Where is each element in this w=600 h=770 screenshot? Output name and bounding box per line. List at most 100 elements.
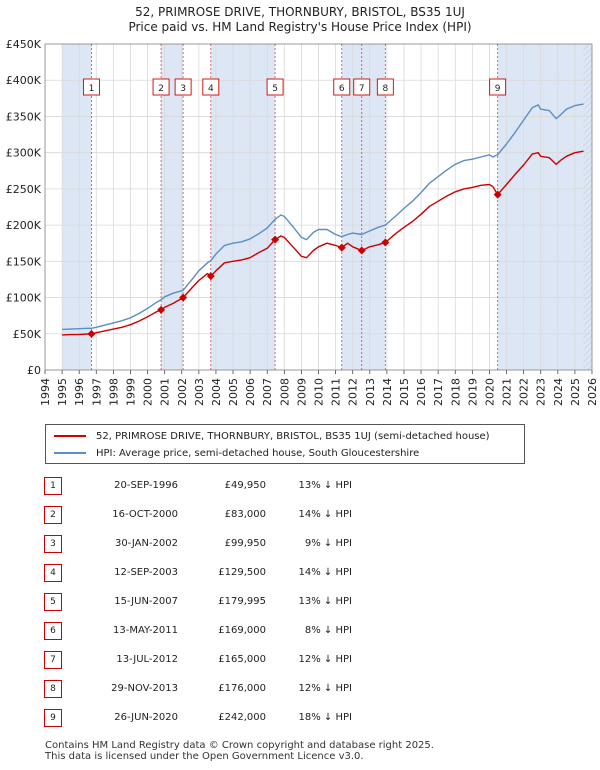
row-hpi-diff: 14% ↓ HPI xyxy=(298,509,352,520)
shaded-band xyxy=(210,44,276,370)
sale-point xyxy=(271,235,280,244)
sale-point xyxy=(206,272,215,281)
future-hatch xyxy=(583,59,593,69)
x-tick-label: 2010 xyxy=(313,378,326,406)
future-hatch xyxy=(583,311,593,321)
legend-item-property: 52, PRIMROSE DRIVE, THORNBURY, BRISTOL, … xyxy=(54,428,490,444)
x-tick-label: 1997 xyxy=(90,378,103,406)
plot-border xyxy=(44,43,593,371)
row-price: £242,000 xyxy=(218,712,266,723)
legend-swatch-property xyxy=(54,435,86,437)
row-date: 30-JAN-2002 xyxy=(114,538,178,549)
x-tick-label: 2000 xyxy=(142,378,155,406)
future-hatch xyxy=(583,113,593,123)
legend-label-hpi: HPI: Average price, semi-detached house,… xyxy=(96,447,420,459)
x-tick-label: 2012 xyxy=(347,378,360,406)
row-date: 13-JUL-2012 xyxy=(116,654,178,665)
future-hatch xyxy=(583,149,593,159)
y-tick-label: £200K xyxy=(6,219,42,232)
row-date: 15-JUN-2007 xyxy=(114,596,178,607)
sale-number-box xyxy=(333,78,351,96)
shaded-band xyxy=(161,44,184,370)
x-tick-label: 2017 xyxy=(432,378,445,406)
table-row: 5 15-JUN-2007 £179,995 13% ↓ HPI xyxy=(40,587,352,616)
future-hatch xyxy=(583,197,593,207)
legend: 52, PRIMROSE DRIVE, THORNBURY, BRISTOL, … xyxy=(45,424,525,464)
x-tick-label: 2005 xyxy=(227,378,240,406)
sale-point xyxy=(381,238,390,247)
future-hatch xyxy=(583,95,593,105)
future-hatch xyxy=(583,227,593,237)
shaded-band xyxy=(341,44,386,370)
row-number-cell: 4 xyxy=(40,558,82,587)
x-tick-label: 2014 xyxy=(381,378,394,406)
legend-swatch-hpi xyxy=(54,452,86,454)
x-tick-label: 2013 xyxy=(364,378,377,406)
shaded-band xyxy=(497,44,592,370)
y-tick-label: £150K xyxy=(6,255,42,268)
x-tick-label: 2002 xyxy=(176,378,189,406)
row-hpi-diff: 18% ↓ HPI xyxy=(298,712,352,723)
sale-number-box xyxy=(266,78,284,96)
x-tick-label: 2007 xyxy=(261,378,274,406)
x-tick-label: 2003 xyxy=(193,378,206,406)
y-tick-label: £450K xyxy=(6,38,42,51)
row-number-badge: 6 xyxy=(44,621,62,640)
row-number-cell: 2 xyxy=(40,500,82,529)
future-hatch xyxy=(583,239,593,249)
future-hatch xyxy=(583,167,593,177)
row-number-cell: 5 xyxy=(40,587,82,616)
future-hatch xyxy=(583,251,593,261)
future-hatch xyxy=(583,89,593,99)
sale-point xyxy=(357,246,366,255)
table-row: 7 13-JUL-2012 £165,000 12% ↓ HPI xyxy=(40,645,352,674)
row-number-badge: 5 xyxy=(44,592,62,611)
x-tick-label: 2019 xyxy=(466,378,479,406)
row-hpi-diff: 13% ↓ HPI xyxy=(298,596,352,607)
sale-number-label: 3 xyxy=(180,84,186,94)
x-tick-label: 2021 xyxy=(501,378,514,406)
sale-number-box xyxy=(83,78,100,96)
sale-number-label: 5 xyxy=(272,84,278,94)
row-price: £83,000 xyxy=(224,509,266,520)
table-row: 6 13-MAY-2011 £169,000 8% ↓ HPI xyxy=(40,616,352,645)
sale-number-box xyxy=(353,78,371,96)
future-hatch xyxy=(583,155,593,165)
row-hpi-diff: 12% ↓ HPI xyxy=(298,654,352,665)
x-tick-label: 2023 xyxy=(535,378,548,406)
future-hatch xyxy=(583,317,593,327)
future-hatch xyxy=(583,131,593,141)
future-hatch xyxy=(583,71,593,81)
row-number-cell: 6 xyxy=(40,616,82,645)
future-hatch xyxy=(583,101,593,111)
sales-table: 1 20-SEP-1996 £49,950 13% ↓ HPI 2 16-OCT-2000… xyxy=(40,471,352,732)
future-hatch xyxy=(583,185,593,195)
row-number-badge: 1 xyxy=(44,476,62,495)
row-price: £99,950 xyxy=(224,538,266,549)
sale-number-label: 1 xyxy=(89,84,95,94)
legend-label-property: 52, PRIMROSE DRIVE, THORNBURY, BRISTOL, … xyxy=(96,430,490,442)
sale-number-label: 2 xyxy=(158,84,164,94)
x-tick-label: 1996 xyxy=(73,378,86,406)
future-hatch xyxy=(587,365,593,371)
row-price: £169,000 xyxy=(218,625,266,636)
sale-point xyxy=(493,190,502,199)
row-price: £176,000 xyxy=(218,683,266,694)
chart-title: 52, PRIMROSE DRIVE, THORNBURY, BRISTOL, … xyxy=(135,5,465,19)
row-number-badge: 3 xyxy=(44,534,62,553)
row-date: 29-NOV-2013 xyxy=(111,683,178,694)
row-hpi-diff: 12% ↓ HPI xyxy=(298,683,352,694)
future-hatch xyxy=(583,173,593,183)
x-tick-label: 2020 xyxy=(483,378,496,406)
legend-item-hpi: HPI: Average price, semi-detached house,… xyxy=(54,445,419,461)
row-date: 16-OCT-2000 xyxy=(112,509,178,520)
future-hatch xyxy=(583,275,593,285)
x-tick-label: 1995 xyxy=(56,378,69,406)
sale-number-label: 8 xyxy=(382,84,388,94)
row-price: £179,995 xyxy=(218,596,266,607)
y-tick-label: £350K xyxy=(6,110,42,123)
x-tick-label: 2022 xyxy=(518,378,531,406)
x-tick-label: 2011 xyxy=(330,378,343,406)
future-hatch xyxy=(583,353,593,363)
footer-licence: This data is licensed under the Open Gov… xyxy=(45,751,364,762)
